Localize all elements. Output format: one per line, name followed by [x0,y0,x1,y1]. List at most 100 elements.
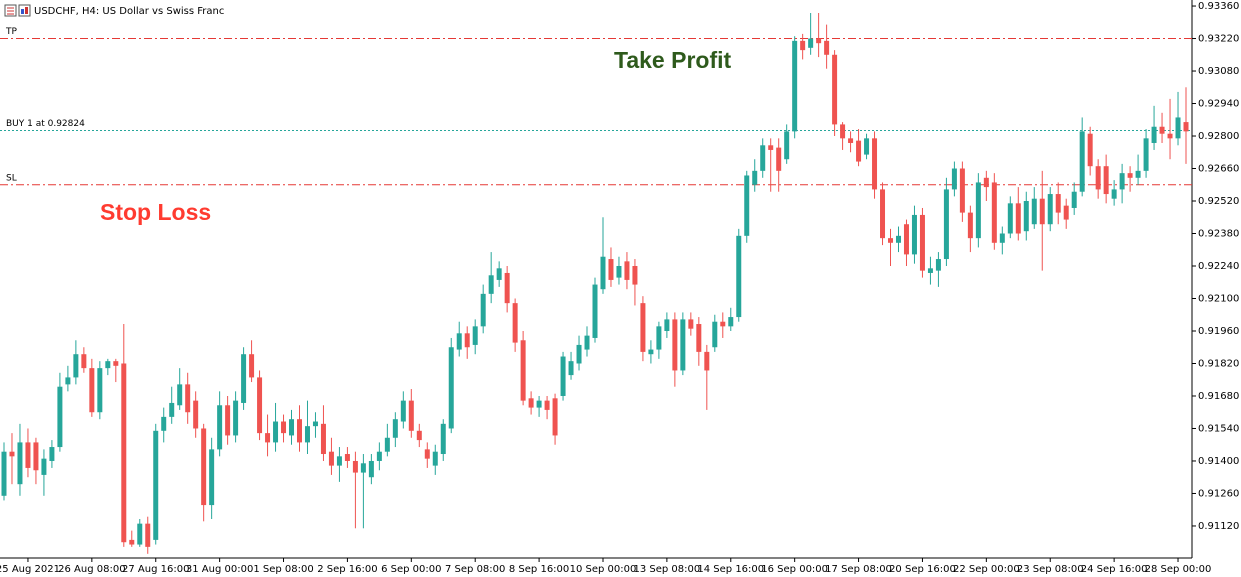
y-tick-label: 0.92520 [1198,196,1239,207]
y-tick-label: 0.91820 [1198,358,1239,369]
candle-body [1119,173,1125,190]
candle-body [880,189,886,239]
candle-body [792,40,798,132]
candle-body [1167,133,1173,139]
x-tick-label: 13 Sep 08:00 [634,564,701,575]
y-tick-label: 0.92380 [1198,229,1239,240]
y-tick-label: 0.93360 [1198,1,1239,12]
level-label: TP [5,27,17,37]
candle-body [1007,203,1013,234]
candle-body [736,235,742,318]
y-tick-label: 0.92240 [1198,261,1239,272]
candle-body [344,454,350,461]
candle-body [951,168,957,190]
candle-body [1159,126,1165,134]
candle-body [888,238,894,243]
candle-body [496,268,502,280]
candle-body [368,460,374,478]
candle-body [616,266,622,278]
candle-body [193,400,199,429]
y-tick-label: 0.92660 [1198,164,1239,175]
x-tick-label: 31 Aug 00:00 [186,564,253,575]
candle-body [129,539,135,545]
candle-body [225,405,231,436]
candle-body [209,449,215,506]
candle-body [991,182,997,243]
y-tick-label: 0.91260 [1198,488,1239,499]
candle-body [464,333,470,348]
candle-body [784,131,790,160]
stop-loss-annotation: Stop Loss [100,199,211,225]
candle-body [121,363,127,543]
candle-body [744,175,750,236]
candle-body [153,430,159,540]
candle-body [249,354,255,378]
candle-body [608,259,614,280]
candle-body [89,368,95,413]
x-tick-label: 20 Sep 16:00 [889,564,956,575]
x-tick-label: 23 Sep 08:00 [1017,564,1084,575]
x-tick-label: 25 Aug 2021 [0,564,60,575]
candle-body [999,233,1005,243]
candle-body [935,259,941,271]
candle-body [9,451,15,457]
candle-body [848,138,854,143]
x-tick-label: 1 Sep 08:00 [253,564,313,575]
candle-body [864,138,870,155]
x-tick-label: 17 Sep 08:00 [825,564,892,575]
x-tick-label: 8 Sep 16:00 [509,564,569,575]
candle-body [376,451,382,461]
candle-body [1111,189,1117,199]
x-tick-label: 14 Sep 16:00 [697,564,764,575]
candle-body [257,377,263,434]
candle-body [233,400,239,436]
candle-body [680,319,686,371]
candle-body [1023,201,1029,232]
candle-body [600,256,606,290]
candle-body [560,356,566,396]
x-tick-label: 28 Sep 00:00 [1145,564,1212,575]
candle-body [1143,138,1149,171]
y-tick-label: 0.91400 [1198,456,1239,467]
candle-body [177,384,183,406]
candle-body [816,38,822,44]
candle-body [856,140,862,162]
x-tick-label: 24 Sep 16:00 [1081,564,1148,575]
candle-body [97,368,103,413]
level-label: SL [6,173,17,183]
candle-body [440,423,446,455]
candle-body [185,384,191,413]
y-tick-label: 0.92940 [1198,99,1239,110]
candle-body [65,377,71,385]
candle-body [1015,203,1021,234]
candle-body [1047,194,1053,225]
candle-body [304,426,310,443]
candle-body [1135,170,1141,178]
candle-body [488,275,494,294]
level-label: BUY 1 at 0.92824 [6,119,85,129]
candle-body [576,344,582,364]
x-tick-label: 27 Aug 16:00 [122,564,189,575]
candle-body [1039,198,1045,225]
candle-body [265,433,271,443]
candle-body [392,419,398,438]
candle-body [552,398,558,436]
candle-body [480,293,486,327]
candle-body [81,354,87,369]
candle-body [664,319,670,331]
x-tick-label: 26 Aug 08:00 [58,564,125,575]
candle-body [720,321,726,327]
candle-body [536,400,542,408]
x-tick-label: 10 Sep 00:00 [570,564,637,575]
x-tick-label: 7 Sep 08:00 [445,564,505,575]
candle-body [57,386,63,448]
candle-body [632,266,638,285]
x-tick-label: 16 Sep 00:00 [761,564,828,575]
candle-body [824,40,830,55]
y-tick-label: 0.92800 [1198,131,1239,142]
candle-body [161,416,167,431]
y-tick-label: 0.91540 [1198,423,1239,434]
candle-body [872,138,878,190]
candle-body [840,124,846,139]
